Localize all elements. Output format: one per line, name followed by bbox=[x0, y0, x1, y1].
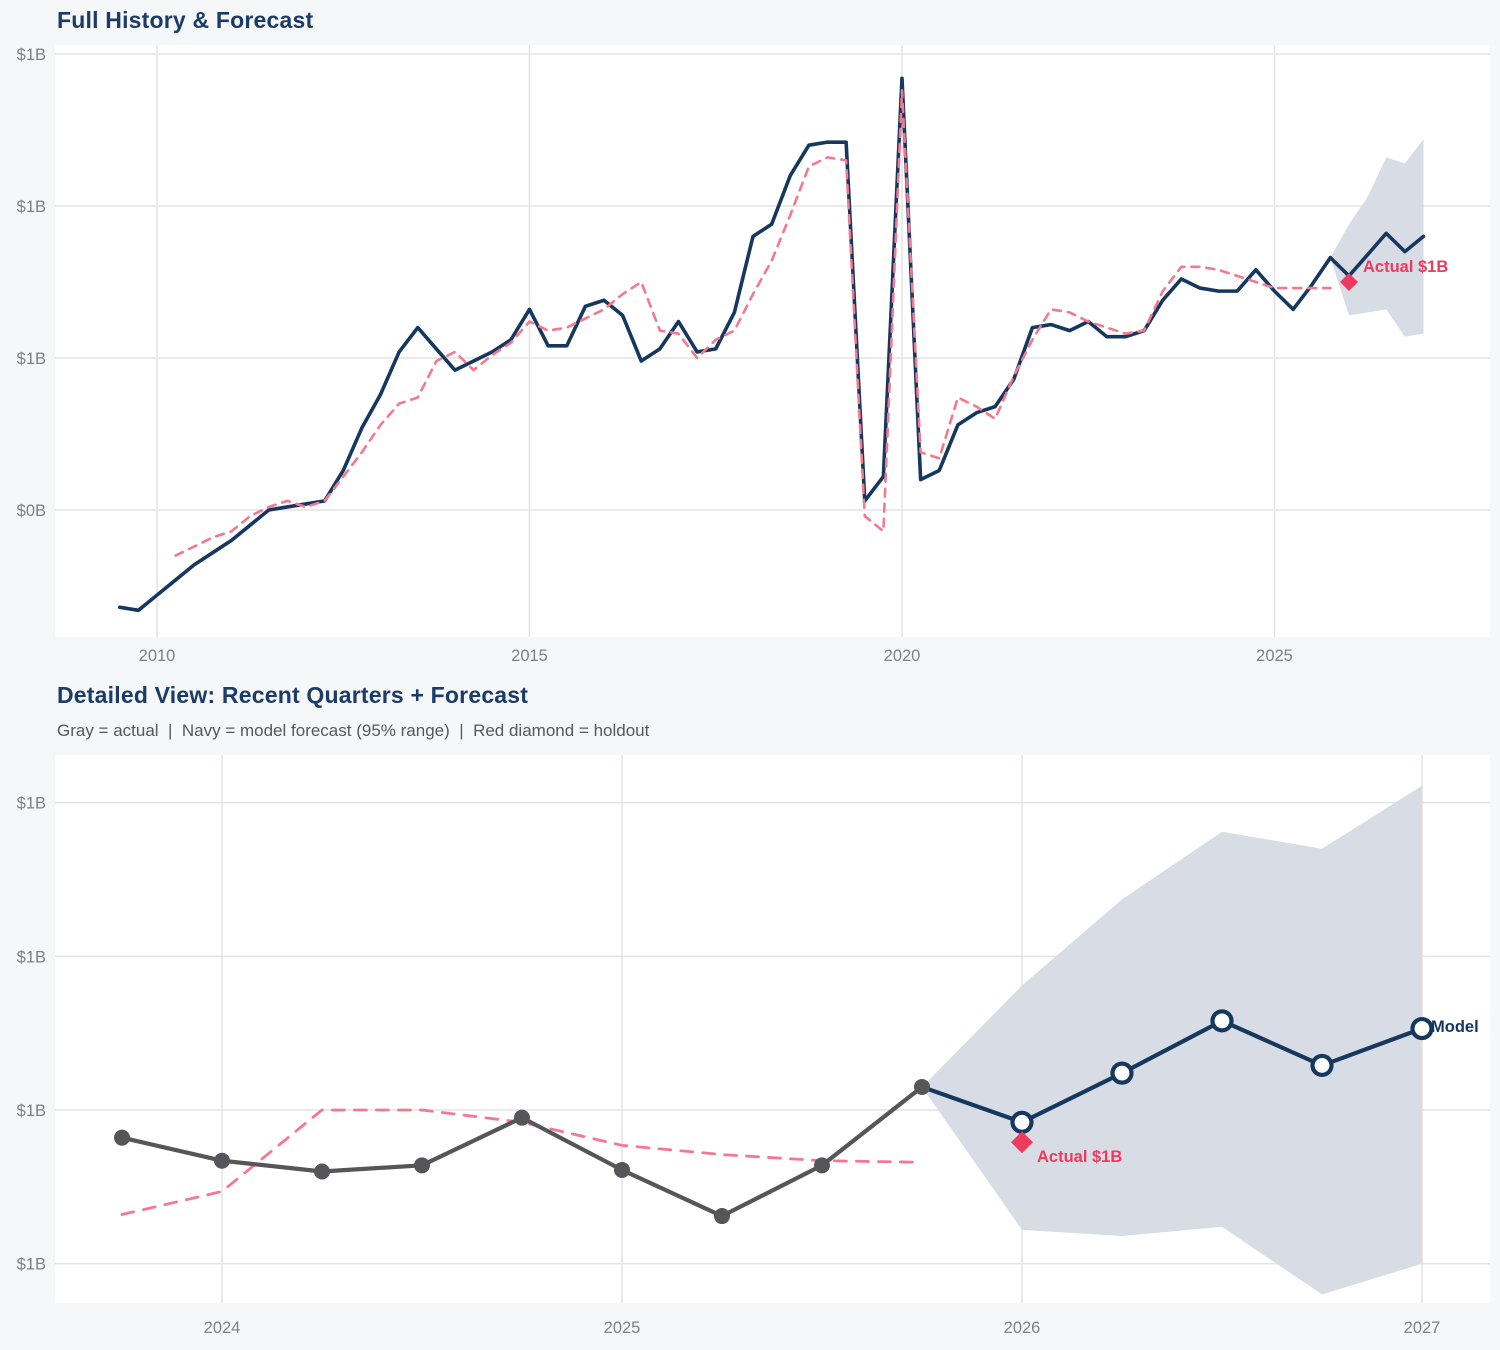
detailed-view-actual-marker bbox=[914, 1078, 930, 1095]
detailed-view-actual-marker bbox=[314, 1163, 330, 1180]
annotation-actual-holdout-top: Actual $1B bbox=[1363, 258, 1449, 276]
detailed-view-y-tick-label: $1B bbox=[17, 1102, 46, 1120]
chart-legend-subtitle: Gray = actual | Navy = model forecast (9… bbox=[57, 721, 650, 740]
detailed-view-actual-marker bbox=[514, 1109, 530, 1126]
detailed-view-actual-marker bbox=[714, 1208, 730, 1225]
full-history-x-tick-label: 2020 bbox=[884, 647, 921, 665]
annotation-actual-holdout-bottom: Actual $1B bbox=[1037, 1148, 1123, 1166]
chart-title-full-history: Full History & Forecast bbox=[57, 7, 314, 33]
detailed-view-forecast-95-range bbox=[922, 785, 1422, 1295]
detailed-view-forecast-marker bbox=[1310, 1053, 1334, 1078]
full-history-x-tick-label: 2010 bbox=[139, 647, 176, 665]
detailed-view-x-tick-label: 2025 bbox=[604, 1319, 641, 1337]
detailed-view-actual-marker bbox=[114, 1129, 130, 1146]
full-history-holdout-diamond bbox=[1340, 273, 1358, 291]
full-history-x-tick-label: 2015 bbox=[511, 647, 548, 665]
detailed-view-x-tick-label: 2027 bbox=[1404, 1319, 1441, 1337]
detailed-view-y-tick-label: $1B bbox=[17, 1256, 46, 1274]
detailed-view-y-tick-label: $1B bbox=[17, 948, 46, 966]
full-history-forecast-line bbox=[1328, 231, 1426, 278]
annotation-model-label: Model bbox=[1431, 1018, 1479, 1036]
detailed-view-x-tick-label: 2026 bbox=[1004, 1319, 1041, 1337]
detailed-view-actual-marker bbox=[414, 1157, 430, 1174]
chart-title-detailed-view: Detailed View: Recent Quarters + Forecas… bbox=[57, 682, 529, 708]
full-history-actual-line bbox=[117, 76, 1333, 613]
full-history-y-tick-label: $1B bbox=[17, 350, 46, 368]
detailed-view-actual-marker bbox=[814, 1157, 830, 1174]
detailed-view-actual-marker bbox=[614, 1161, 630, 1178]
detailed-view-forecast-marker bbox=[1110, 1061, 1134, 1085]
full-history-plot-area bbox=[55, 45, 1490, 637]
detailed-view-y-tick-label: $1B bbox=[17, 795, 46, 813]
full-history-model-fit-line bbox=[174, 89, 1332, 557]
detailed-view-holdout-diamond bbox=[1011, 1131, 1033, 1154]
detailed-view-chart: $1B $1B $1B $1B 2024 2025 2026 2027 bbox=[17, 755, 1490, 1337]
full-history-y-tick-label: $1B bbox=[17, 46, 46, 64]
detailed-view-x-tick-label: 2024 bbox=[204, 1319, 241, 1337]
detailed-view-actual-marker bbox=[214, 1152, 230, 1169]
detailed-view-forecast-marker bbox=[1410, 1016, 1434, 1041]
detailed-view-forecast-marker bbox=[1210, 1009, 1234, 1033]
detailed-view-forecast-marker bbox=[1010, 1110, 1034, 1134]
detailed-view-forecast-line bbox=[919, 1018, 1425, 1125]
full-history-y-tick-label: $1B bbox=[17, 198, 46, 216]
full-history-chart: $1B $1B $1B $0B 2010 2015 2020 2025 bbox=[17, 45, 1490, 665]
full-history-forecast-95-range bbox=[1330, 139, 1424, 337]
full-history-y-tick-label: $0B bbox=[17, 502, 46, 520]
full-history-x-tick-label: 2025 bbox=[1256, 647, 1293, 665]
